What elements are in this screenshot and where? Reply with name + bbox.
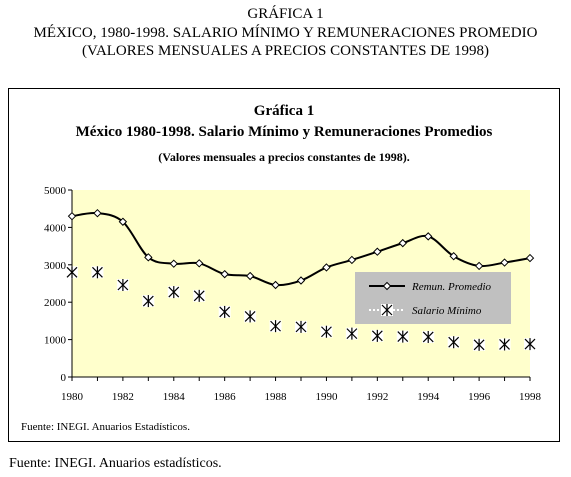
x-tick-label: 1994 (417, 391, 440, 403)
y-tick-label: 0 (61, 372, 67, 384)
series-salario-point (447, 336, 460, 349)
x-tick-label: 1990 (315, 391, 338, 403)
series-salario-point (396, 330, 409, 343)
series-remun-point (347, 255, 357, 265)
y-tick-label: 2000 (44, 297, 67, 309)
series-remun-point (220, 269, 229, 279)
series-remun-point (169, 259, 178, 268)
chart-title: Gráfica 1 (253, 103, 315, 119)
series-remun-point (500, 258, 509, 267)
series-remun-point (449, 251, 458, 261)
series-salario-point (524, 338, 536, 351)
x-tick-label: 1984 (163, 391, 186, 403)
chart-subtitle-note: (Valores mensuales a precios constantes … (158, 150, 410, 164)
chart-source-note: Fuente: INEGI. Anuarios Estadísticos. (21, 421, 190, 433)
legend-salario-marker (381, 304, 393, 316)
x-tick-label: 1988 (265, 391, 288, 403)
series-salario-point (116, 278, 129, 291)
series-remun-point (296, 276, 306, 285)
y-tick-label: 1000 (44, 335, 67, 347)
legend-remun-label: Remun. Promedio (411, 281, 492, 293)
series-salario-point (167, 286, 180, 299)
series-salario-point (66, 266, 78, 279)
x-tick-label: 1986 (214, 391, 237, 403)
series-salario-point (320, 325, 333, 338)
series-remun-point (245, 271, 255, 281)
series-salario-point (371, 329, 384, 342)
series-salario-point (422, 330, 435, 343)
chart-subtitle: México 1980-1998. Salario Mínimo y Remun… (75, 124, 493, 140)
series-salario-point (498, 338, 511, 351)
y-tick-label: 4000 (44, 222, 67, 234)
series-remun-point (398, 238, 407, 248)
series-salario-point (142, 295, 155, 308)
series-salario-point (91, 266, 104, 279)
x-tick-label: 1996 (468, 391, 491, 403)
series-remun-point (525, 253, 535, 263)
x-tick-label: 1982 (112, 391, 134, 403)
y-tick-label: 3000 (44, 260, 67, 272)
header-note: (VALORES MENSUALES A PRECIOS CONSTANTES … (82, 43, 489, 59)
series-remun-point (93, 208, 102, 218)
series-remun-point (118, 217, 128, 226)
series-remun-point (424, 232, 433, 241)
series-salario-point (193, 289, 206, 302)
footer-source: Fuente: INEGI. Anuarios estadísticos. (9, 456, 222, 471)
x-tick-label: 1998 (519, 391, 542, 403)
series-salario-point (473, 338, 486, 351)
series-remun-point (271, 280, 280, 290)
header-title: GRÁFICA 1 (247, 6, 324, 22)
series-remun-point (322, 263, 331, 272)
legend-remun-marker (382, 281, 392, 291)
series-salario-point (295, 320, 307, 333)
series-remun-point (195, 259, 204, 268)
series-remun-point (474, 261, 484, 271)
legend-salario-label: Salario Mínimo (412, 305, 482, 317)
series-remun-point (144, 253, 153, 262)
series-salario-point (218, 305, 231, 318)
y-tick-label: 5000 (44, 185, 67, 197)
series-remun-point (373, 247, 382, 256)
series-salario-point (345, 327, 358, 340)
header-subtitle: MÉXICO, 1980-1998. SALARIO MÍNIMO Y REMU… (33, 25, 538, 41)
x-tick-label: 1992 (366, 391, 388, 403)
x-tick-label: 1980 (61, 391, 84, 403)
series-salario-point (244, 310, 257, 323)
series-salario-point (269, 320, 282, 333)
series-remun-point (67, 211, 77, 221)
